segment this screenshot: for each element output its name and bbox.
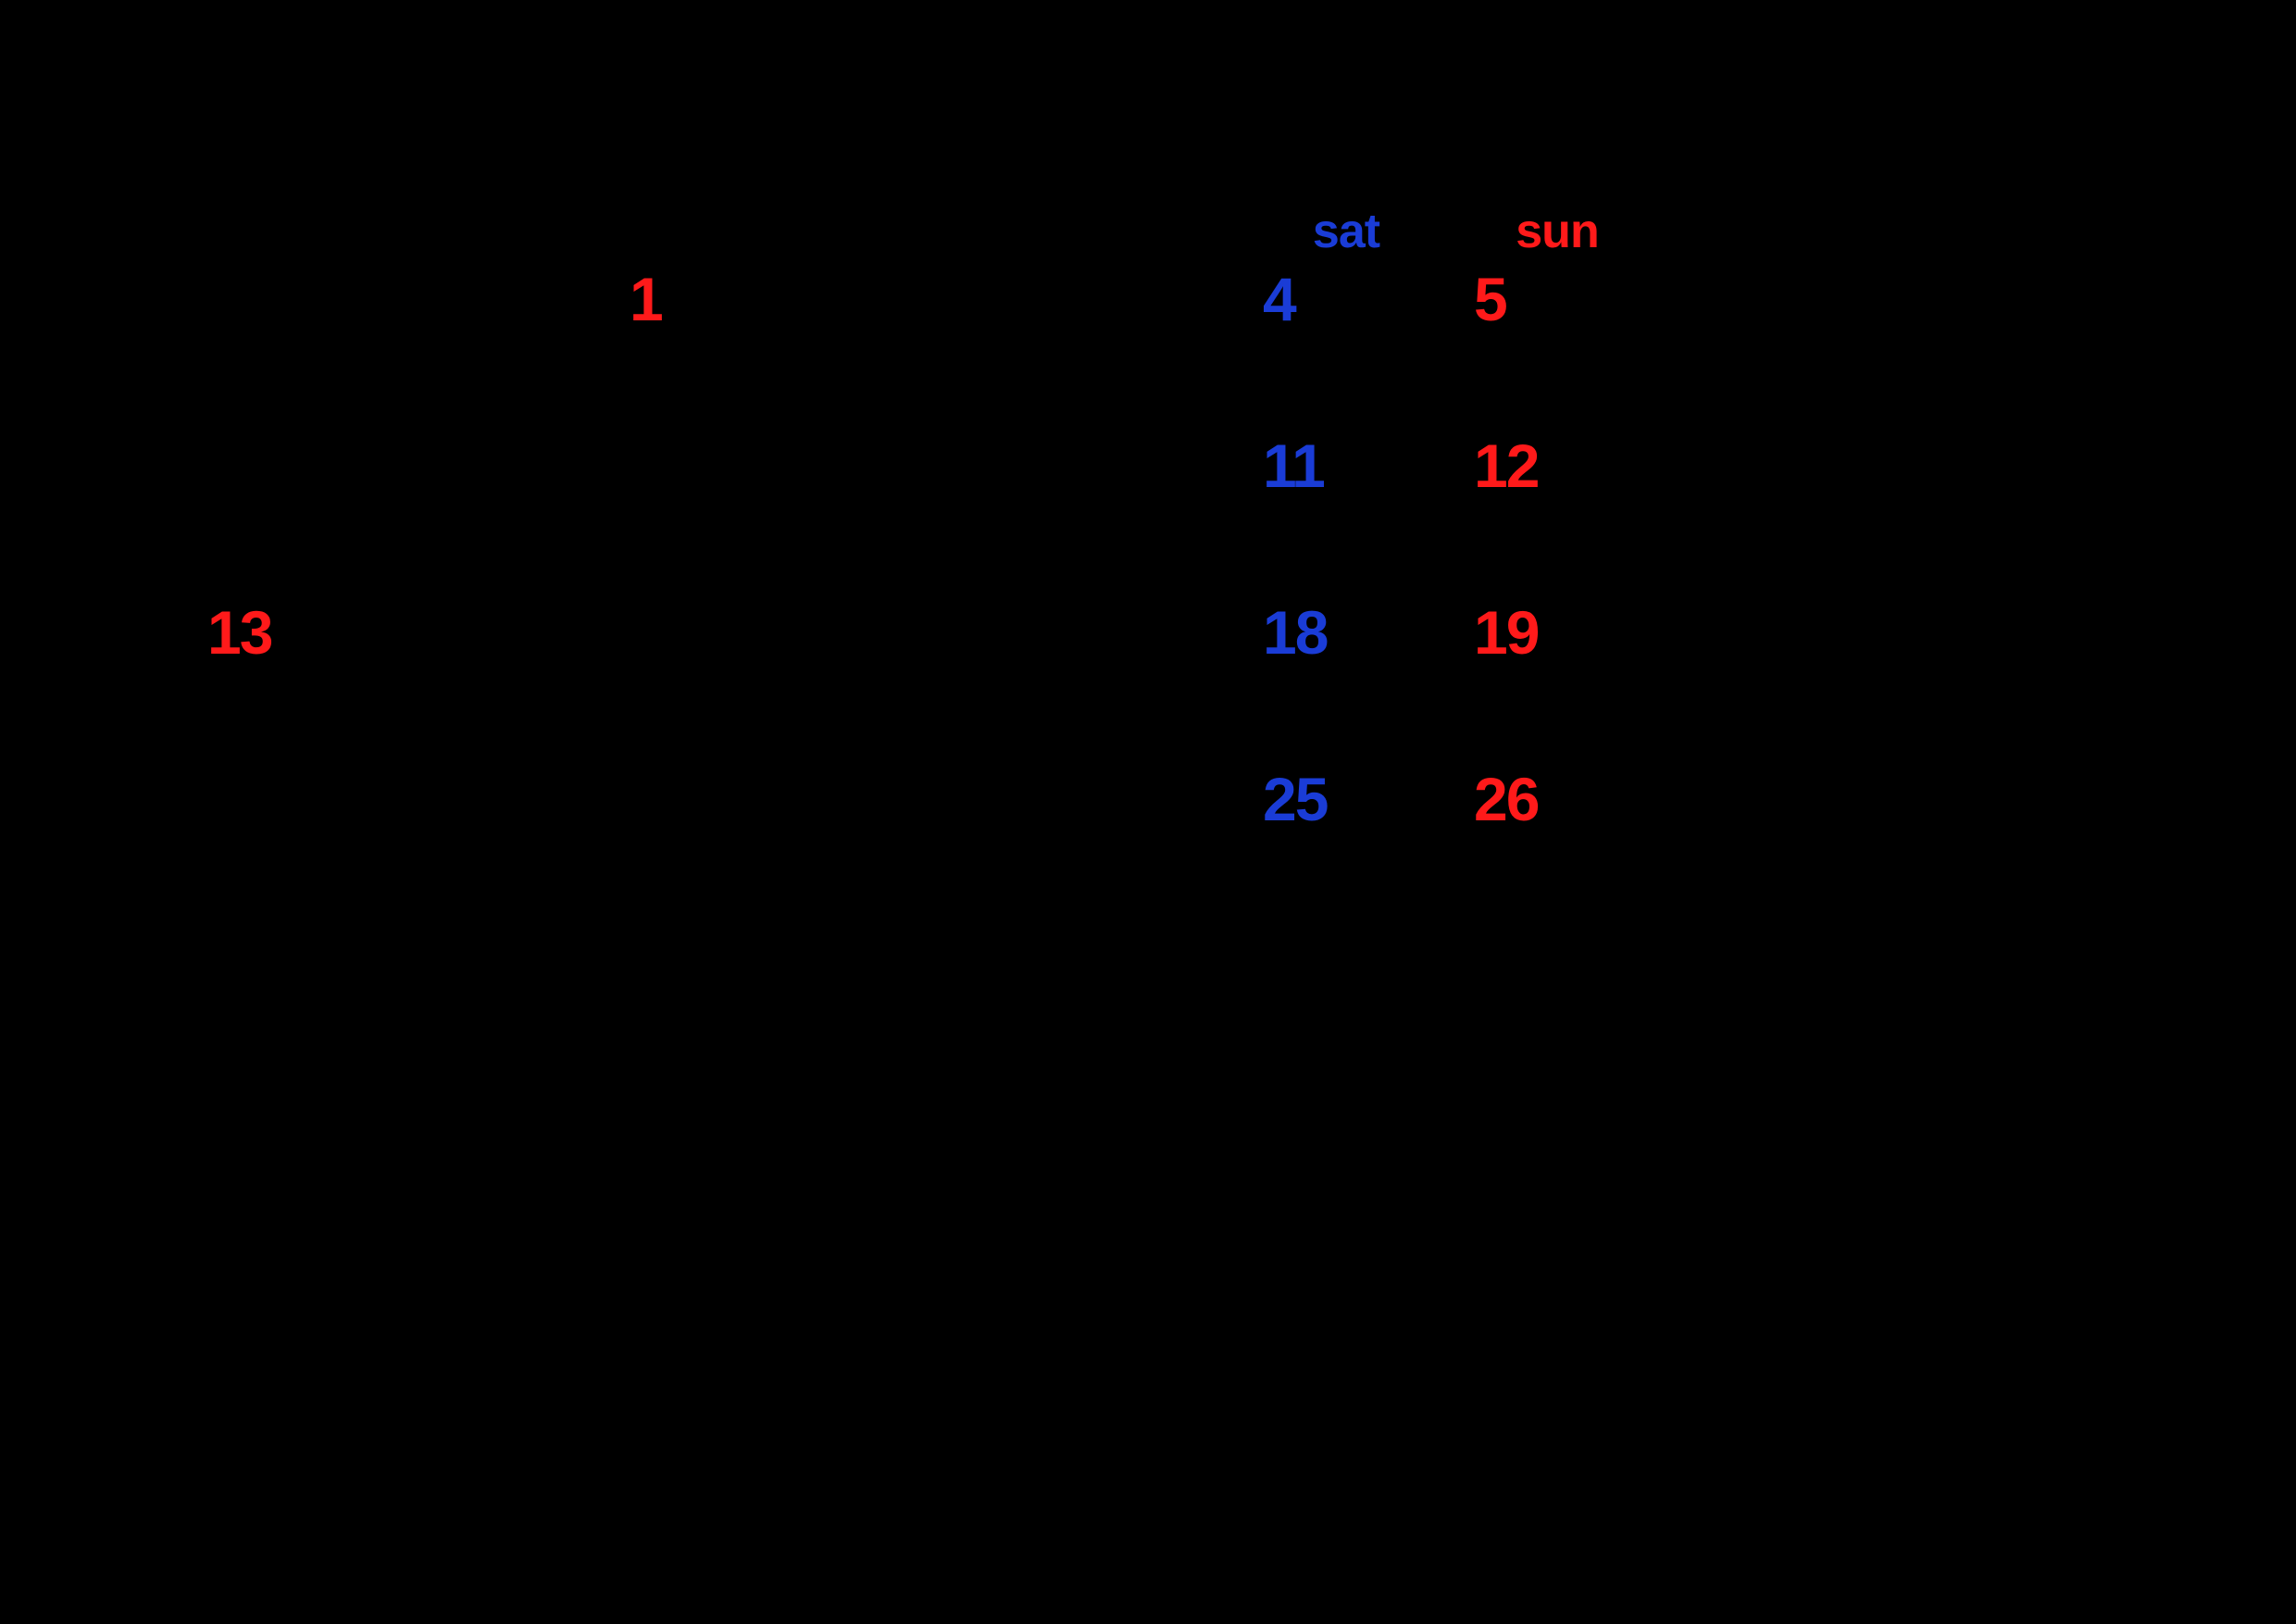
day-cell-holiday: 13 xyxy=(185,597,396,764)
day-cell xyxy=(185,264,396,431)
day-cell: 28 xyxy=(396,931,607,1097)
day-cell: 3 xyxy=(1029,264,1241,431)
week-row: 6 7 8 9 10 11 12 xyxy=(185,431,1666,597)
day-cell-sat: 11 xyxy=(1241,431,1452,597)
day-cell: 16 xyxy=(818,597,1029,764)
header-tue: tue xyxy=(396,204,607,259)
day-cell: 20 xyxy=(185,764,396,931)
day-cell xyxy=(396,264,607,431)
day-cell: 14 xyxy=(396,597,607,764)
day-cell: 21 xyxy=(396,764,607,931)
day-cell: 9 xyxy=(818,431,1029,597)
day-cell-sat: 18 xyxy=(1241,597,1452,764)
week-row: 20 21 22 23 24 25 26 xyxy=(185,764,1666,931)
day-cell-sat: 4 xyxy=(1241,264,1452,431)
header-sat: sat xyxy=(1241,204,1452,259)
week-row: 1 2 3 4 5 xyxy=(185,264,1666,431)
day-cell-sun: 12 xyxy=(1452,431,1663,597)
day-cell-sun: 26 xyxy=(1452,764,1663,931)
day-cell-sat: 25 xyxy=(1241,764,1452,931)
calendar-page: { "calendar": { "type": "month-grid", "b… xyxy=(0,0,2296,1624)
day-cell-sat xyxy=(1241,931,1452,1097)
day-cell: 2 xyxy=(818,264,1029,431)
day-cell: 8 xyxy=(607,431,818,597)
header-mon: mon xyxy=(185,204,396,259)
day-cell: 27 xyxy=(185,931,396,1097)
day-cell: 24 xyxy=(1029,764,1241,931)
header-wed: wed xyxy=(607,204,818,259)
day-cell-holiday: 1 xyxy=(607,264,818,431)
weekday-header-row: mon tue wed thu fri sat sun xyxy=(185,204,1666,259)
day-cell-sun: 5 xyxy=(1452,264,1663,431)
day-cell-sun: 19 xyxy=(1452,597,1663,764)
day-cell: 30 xyxy=(818,931,1029,1097)
day-cell: 15 xyxy=(607,597,818,764)
header-thu: thu xyxy=(818,204,1029,259)
week-row: 13 14 15 16 17 18 19 xyxy=(185,597,1666,764)
day-cell-sun xyxy=(1452,931,1663,1097)
day-cell: 23 xyxy=(818,764,1029,931)
day-cell: 10 xyxy=(1029,431,1241,597)
day-cell: 7 xyxy=(396,431,607,597)
week-row: 27 28 29 30 31 xyxy=(185,931,1666,1097)
day-cell: 6 xyxy=(185,431,396,597)
day-cell: 31 xyxy=(1029,931,1241,1097)
day-cell: 22 xyxy=(607,764,818,931)
day-cell: 17 xyxy=(1029,597,1241,764)
day-cell: 29 xyxy=(607,931,818,1097)
calendar-grid: 1 2 3 4 5 6 7 8 9 10 11 12 13 14 15 16 1… xyxy=(185,264,1666,1097)
header-fri: fri xyxy=(1029,204,1241,259)
header-sun: sun xyxy=(1452,204,1663,259)
